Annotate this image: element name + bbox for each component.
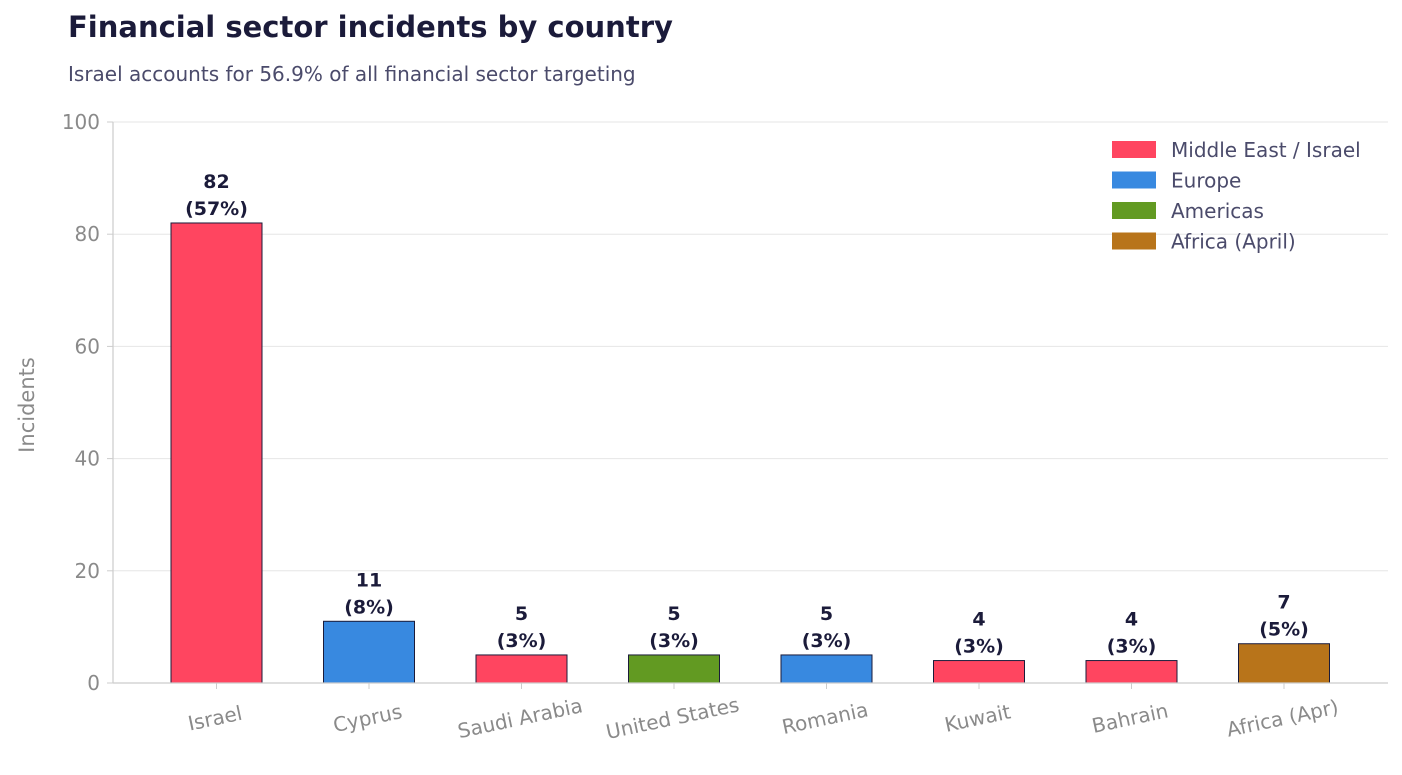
bar-africa-apr (1238, 643, 1330, 684)
y-axis-label: Incidents (15, 357, 39, 453)
value-label: 5 (667, 603, 680, 625)
legend-swatch (1112, 202, 1156, 219)
value-label: 5 (515, 603, 528, 625)
x-tick-label: Bahrain (1090, 698, 1171, 738)
legend-label: Africa (April) (1171, 230, 1296, 254)
legend-swatch (1112, 141, 1156, 158)
percent-label: (3%) (954, 636, 1004, 658)
x-tick-label: Kuwait (942, 699, 1012, 736)
percent-label: (5%) (1259, 619, 1309, 641)
legend: Middle East / Israel Europe Americas Africa… (1112, 138, 1361, 254)
y-tick-label: 60 (75, 334, 100, 358)
percent-label: (3%) (802, 630, 852, 652)
x-tick-label: Israel (186, 701, 244, 736)
bar-saudi-arabia (475, 654, 568, 684)
bar-israel (170, 222, 263, 684)
y-tick-label: 40 (75, 447, 100, 471)
value-label: 4 (1125, 609, 1138, 631)
percent-label: (3%) (497, 630, 547, 652)
bar-kuwait (933, 660, 1025, 684)
legend-label: Europe (1171, 169, 1241, 193)
bar-romania (780, 654, 873, 684)
x-tick-label: United States (604, 692, 741, 744)
bar-united-states (628, 654, 720, 684)
percent-label: (3%) (1107, 636, 1157, 658)
legend-label: Middle East / Israel (1171, 138, 1361, 162)
x-tick-label: Romania (780, 697, 871, 739)
value-label: 4 (972, 609, 985, 631)
y-tick-label: 80 (75, 222, 100, 246)
y-tick-label: 0 (87, 671, 100, 695)
legend-swatch (1112, 171, 1156, 189)
bar-bahrain (1085, 660, 1178, 684)
value-label: 82 (203, 171, 229, 193)
gridlines (113, 121, 1388, 572)
value-label: 7 (1277, 592, 1290, 614)
x-tick-label: Cyprus (331, 699, 404, 737)
x-tick-label: Saudi Arabia (455, 693, 584, 743)
x-tick-label: Africa (Apr) (1224, 695, 1340, 742)
bar-cyprus (323, 620, 415, 684)
bars (170, 222, 1330, 684)
legend-swatch (1112, 232, 1156, 250)
percent-label: (3%) (649, 630, 699, 652)
y-tick-label: 100 (62, 110, 100, 134)
percent-label: (8%) (344, 596, 394, 618)
percent-label: (57%) (185, 198, 248, 220)
y-tick-label: 20 (75, 559, 100, 583)
chart-title: Financial sector incidents by country (68, 10, 673, 44)
chart-subtitle: Israel accounts for 56.9% of all financi… (68, 62, 636, 86)
data-labels: 82 (57%) 11 (8%) 5 (3%) 5 (3%) 5 (3%) 4 (3%) 4 (3%) 7 (… (185, 171, 1309, 658)
legend-label: Americas (1171, 199, 1264, 223)
value-label: 11 (356, 569, 382, 591)
value-label: 5 (820, 603, 833, 625)
